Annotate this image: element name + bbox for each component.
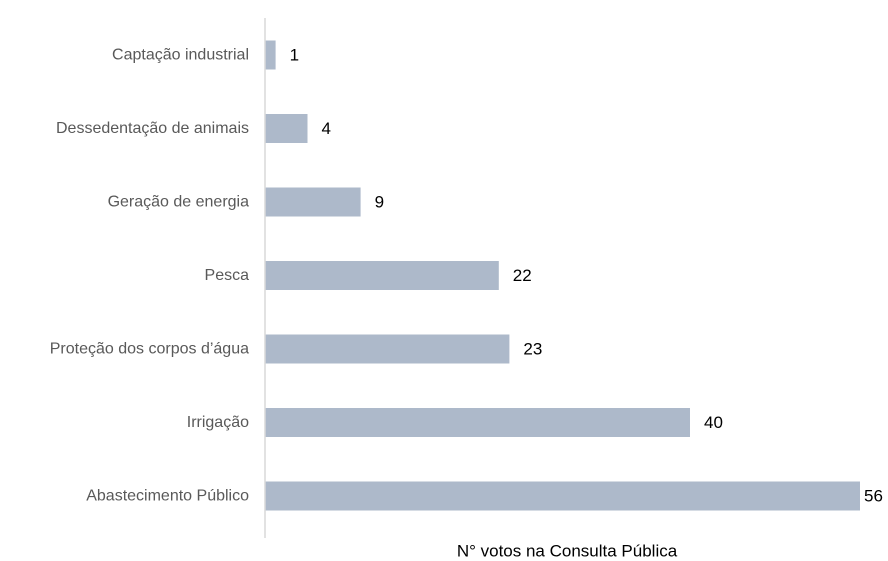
category-label-geracao-de-energia: Geração de energia <box>108 194 250 211</box>
category-label-dessedentacao-de-animais: Dessedentação de animais <box>56 120 249 137</box>
bar-abastecimento-publico <box>265 481 860 511</box>
bar-dessedentacao-de-animais <box>265 114 308 143</box>
bar-geracao-de-energia <box>265 187 361 217</box>
bar-irrigacao <box>265 408 690 437</box>
category-label-protecao-dos-corpos-d-agua: Proteção dos corpos d’água <box>50 341 249 358</box>
category-label-irrigacao: Irrigação <box>187 414 249 431</box>
value-label-protecao-dos-corpos-d-agua: 23 <box>523 340 542 359</box>
category-label-abastecimento-publico: Abastecimento Público <box>86 488 249 505</box>
value-label-geracao-de-energia: 9 <box>375 193 384 212</box>
value-label-pesca: 22 <box>513 266 532 285</box>
value-label-captacao-industrial: 1 <box>290 46 299 65</box>
bar-pesca <box>265 261 499 290</box>
category-labels-group: Captação industrial Dessedentação de anim… <box>50 47 249 505</box>
category-label-pesca: Pesca <box>205 267 250 284</box>
bar-captacao-industrial <box>265 40 276 70</box>
category-label-captacao-industrial: Captação industrial <box>112 47 249 64</box>
bars-group <box>265 40 860 511</box>
value-label-abastecimento-publico: 56 <box>864 487 883 506</box>
value-label-irrigacao: 40 <box>704 413 723 432</box>
x-axis-title: N° votos na Consulta Pública <box>457 542 678 561</box>
value-label-dessedentacao-de-animais: 4 <box>322 119 331 138</box>
bar-protecao-dos-corpos-d-agua <box>265 334 510 364</box>
value-labels-group: 1 4 9 22 23 40 56 <box>290 46 883 506</box>
